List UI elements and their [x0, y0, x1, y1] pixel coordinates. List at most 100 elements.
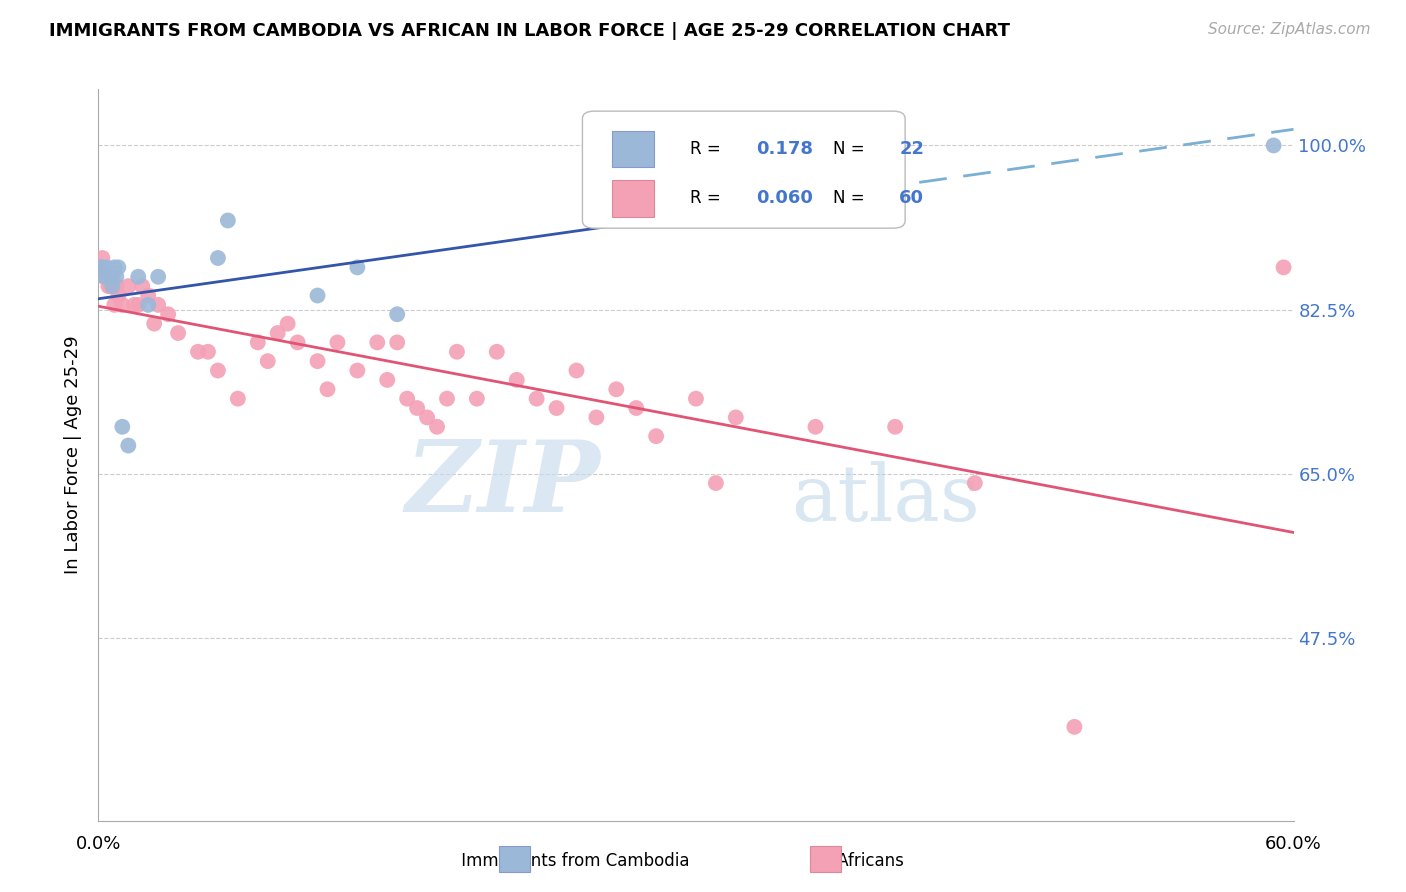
Point	[226, 392, 249, 406]
Point	[207, 363, 229, 377]
Point	[117, 438, 139, 452]
Point	[605, 382, 627, 396]
Point	[91, 260, 114, 275]
Text: Source: ZipAtlas.com: Source: ZipAtlas.com	[1208, 22, 1371, 37]
Point	[97, 279, 120, 293]
Point	[346, 260, 368, 275]
Point	[101, 269, 124, 284]
Text: 60: 60	[900, 189, 924, 207]
Point	[396, 392, 419, 406]
FancyBboxPatch shape	[613, 131, 654, 168]
Point	[96, 269, 118, 284]
Point	[346, 363, 368, 377]
Text: Africans: Africans	[811, 852, 904, 870]
Text: R =: R =	[690, 189, 721, 207]
Point	[127, 298, 149, 312]
Text: ZIP: ZIP	[405, 436, 600, 533]
Point	[93, 269, 115, 284]
Point	[103, 298, 125, 312]
Point	[148, 298, 170, 312]
Point	[326, 335, 349, 350]
Point	[316, 382, 339, 396]
Text: 60.0%: 60.0%	[1265, 835, 1322, 853]
Point	[246, 335, 269, 350]
Point	[277, 317, 299, 331]
Text: IMMIGRANTS FROM CAMBODIA VS AFRICAN IN LABOR FORCE | AGE 25-29 CORRELATION CHART: IMMIGRANTS FROM CAMBODIA VS AFRICAN IN L…	[49, 22, 1010, 40]
Point	[89, 260, 111, 275]
Point	[546, 401, 568, 415]
Point	[1063, 720, 1085, 734]
Point	[117, 279, 139, 293]
Point	[217, 213, 239, 227]
Point	[853, 138, 876, 153]
FancyBboxPatch shape	[613, 180, 654, 217]
Point	[963, 476, 986, 491]
Point	[804, 419, 827, 434]
Point	[446, 344, 468, 359]
Point	[287, 335, 309, 350]
Point	[100, 269, 122, 284]
Point	[585, 410, 607, 425]
Text: N =: N =	[834, 189, 865, 207]
Text: atlas: atlas	[792, 461, 980, 537]
Point	[385, 307, 409, 321]
Point	[124, 298, 146, 312]
Point	[101, 279, 124, 293]
Point	[89, 260, 111, 275]
Point	[645, 429, 668, 443]
Y-axis label: In Labor Force | Age 25-29: In Labor Force | Age 25-29	[65, 335, 83, 574]
Point	[724, 410, 747, 425]
Point	[426, 419, 449, 434]
FancyBboxPatch shape	[582, 112, 905, 228]
Point	[267, 326, 290, 340]
Point	[111, 298, 134, 312]
Point	[136, 288, 159, 302]
Text: 0.060: 0.060	[756, 189, 813, 207]
Point	[307, 354, 329, 368]
Point	[485, 344, 508, 359]
Point	[385, 335, 409, 350]
Point	[526, 392, 548, 406]
Point	[256, 354, 278, 368]
Text: N =: N =	[834, 140, 865, 158]
Point	[366, 335, 388, 350]
Point	[97, 269, 120, 284]
Text: 0.178: 0.178	[756, 140, 813, 158]
Point	[436, 392, 458, 406]
Point	[136, 298, 159, 312]
Point	[1272, 260, 1295, 275]
Point	[96, 260, 118, 275]
Text: R =: R =	[690, 140, 721, 158]
Point	[207, 251, 229, 265]
Point	[685, 392, 707, 406]
Point	[105, 279, 128, 293]
Point	[167, 326, 190, 340]
Point	[107, 260, 129, 275]
Point	[93, 269, 115, 284]
Point	[626, 401, 648, 415]
Text: 22: 22	[900, 140, 924, 158]
Point	[111, 419, 134, 434]
Text: 0.0%: 0.0%	[76, 835, 121, 853]
Point	[187, 344, 209, 359]
Point	[307, 288, 329, 302]
Point	[375, 373, 398, 387]
Point	[704, 476, 727, 491]
Point	[416, 410, 439, 425]
Point	[100, 279, 122, 293]
Point	[105, 269, 128, 284]
Text: Immigrants from Cambodia: Immigrants from Cambodia	[434, 852, 690, 870]
Point	[197, 344, 219, 359]
Point	[565, 363, 588, 377]
Point	[465, 392, 488, 406]
Point	[406, 401, 429, 415]
Point	[157, 307, 180, 321]
Point	[103, 260, 125, 275]
Point	[884, 419, 907, 434]
Point	[1263, 138, 1285, 153]
Point	[506, 373, 529, 387]
Point	[131, 279, 153, 293]
Point	[143, 317, 166, 331]
Point	[127, 269, 149, 284]
Point	[148, 269, 170, 284]
